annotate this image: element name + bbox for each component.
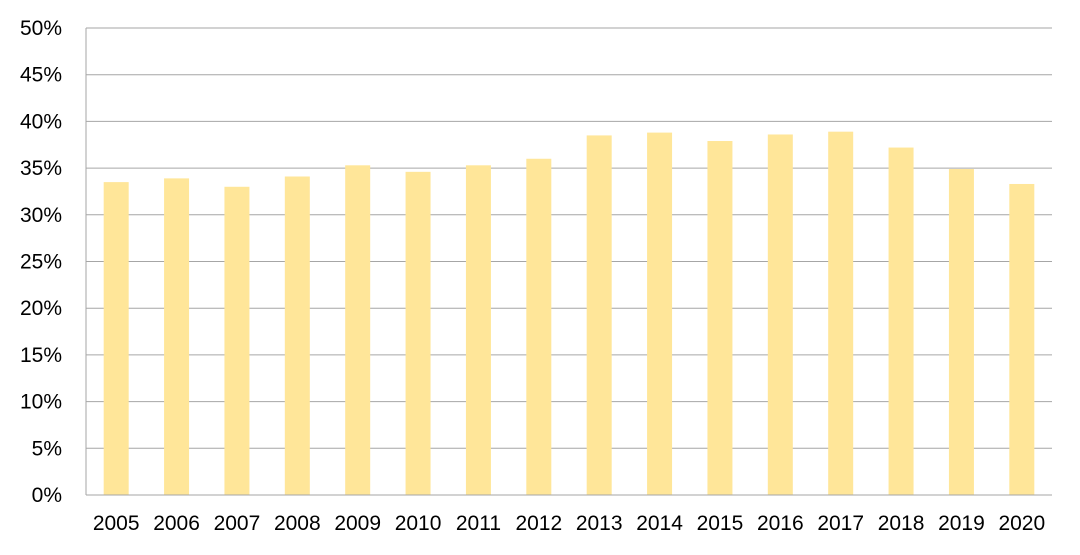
x-tick-labels: 2005 2006 2007 2008 2009 2010 2011 2012 2013 2014…	[93, 512, 1045, 535]
bars	[103, 131, 1035, 496]
y-tick-label: 40%	[20, 110, 62, 133]
y-tick-label: 30%	[20, 204, 62, 227]
bar-2013	[586, 135, 612, 495]
y-tick-label: 15%	[20, 344, 62, 367]
y-tick-label: 5%	[32, 437, 62, 460]
bar-2009	[345, 165, 371, 495]
bar-2006	[164, 178, 190, 495]
x-tick-label: 2014	[636, 512, 683, 535]
x-tick-label: 2015	[697, 512, 744, 535]
bar-2020	[1009, 183, 1035, 495]
bar-2008	[284, 176, 310, 496]
bar-2017	[828, 131, 854, 495]
bar-2018	[888, 147, 914, 495]
x-tick-label: 2006	[153, 512, 200, 535]
x-tick-label: 2010	[395, 512, 442, 535]
y-tick-label: 50%	[20, 17, 62, 40]
y-tick-label: 20%	[20, 297, 62, 320]
axes	[85, 28, 1052, 496]
y-tick-label: 35%	[20, 157, 62, 180]
x-tick-label: 2018	[878, 512, 925, 535]
x-tick-label: 2008	[274, 512, 321, 535]
x-tick-label: 2011	[456, 512, 501, 535]
bar-2005	[103, 182, 129, 496]
y-tick-label: 10%	[20, 391, 62, 414]
x-tick-label: 2009	[334, 512, 381, 535]
bar-2007	[224, 186, 250, 495]
x-tick-label: 2007	[214, 512, 261, 535]
y-tick-labels: 0% 5% 10% 15% 20% 25% 30% 35% 40% 45% 50%	[20, 17, 62, 507]
x-tick-label: 2016	[757, 512, 804, 535]
bar-2012	[526, 158, 552, 495]
x-tick-label: 2005	[93, 512, 140, 535]
x-tick-label: 2013	[576, 512, 623, 535]
bar-2016	[767, 134, 793, 495]
x-tick-label: 2020	[998, 512, 1045, 535]
x-tick-label: 2019	[938, 512, 985, 535]
x-tick-label: 2012	[515, 512, 562, 535]
y-tick-label: 45%	[20, 64, 62, 87]
bar-2014	[647, 132, 673, 495]
y-tick-label: 0%	[32, 484, 62, 507]
bar-2015	[707, 141, 733, 495]
y-tick-label: 25%	[20, 251, 62, 274]
x-tick-label: 2017	[817, 512, 864, 535]
bar-2010	[405, 171, 431, 495]
bar-2011	[465, 165, 491, 495]
bar-2019	[948, 169, 974, 495]
